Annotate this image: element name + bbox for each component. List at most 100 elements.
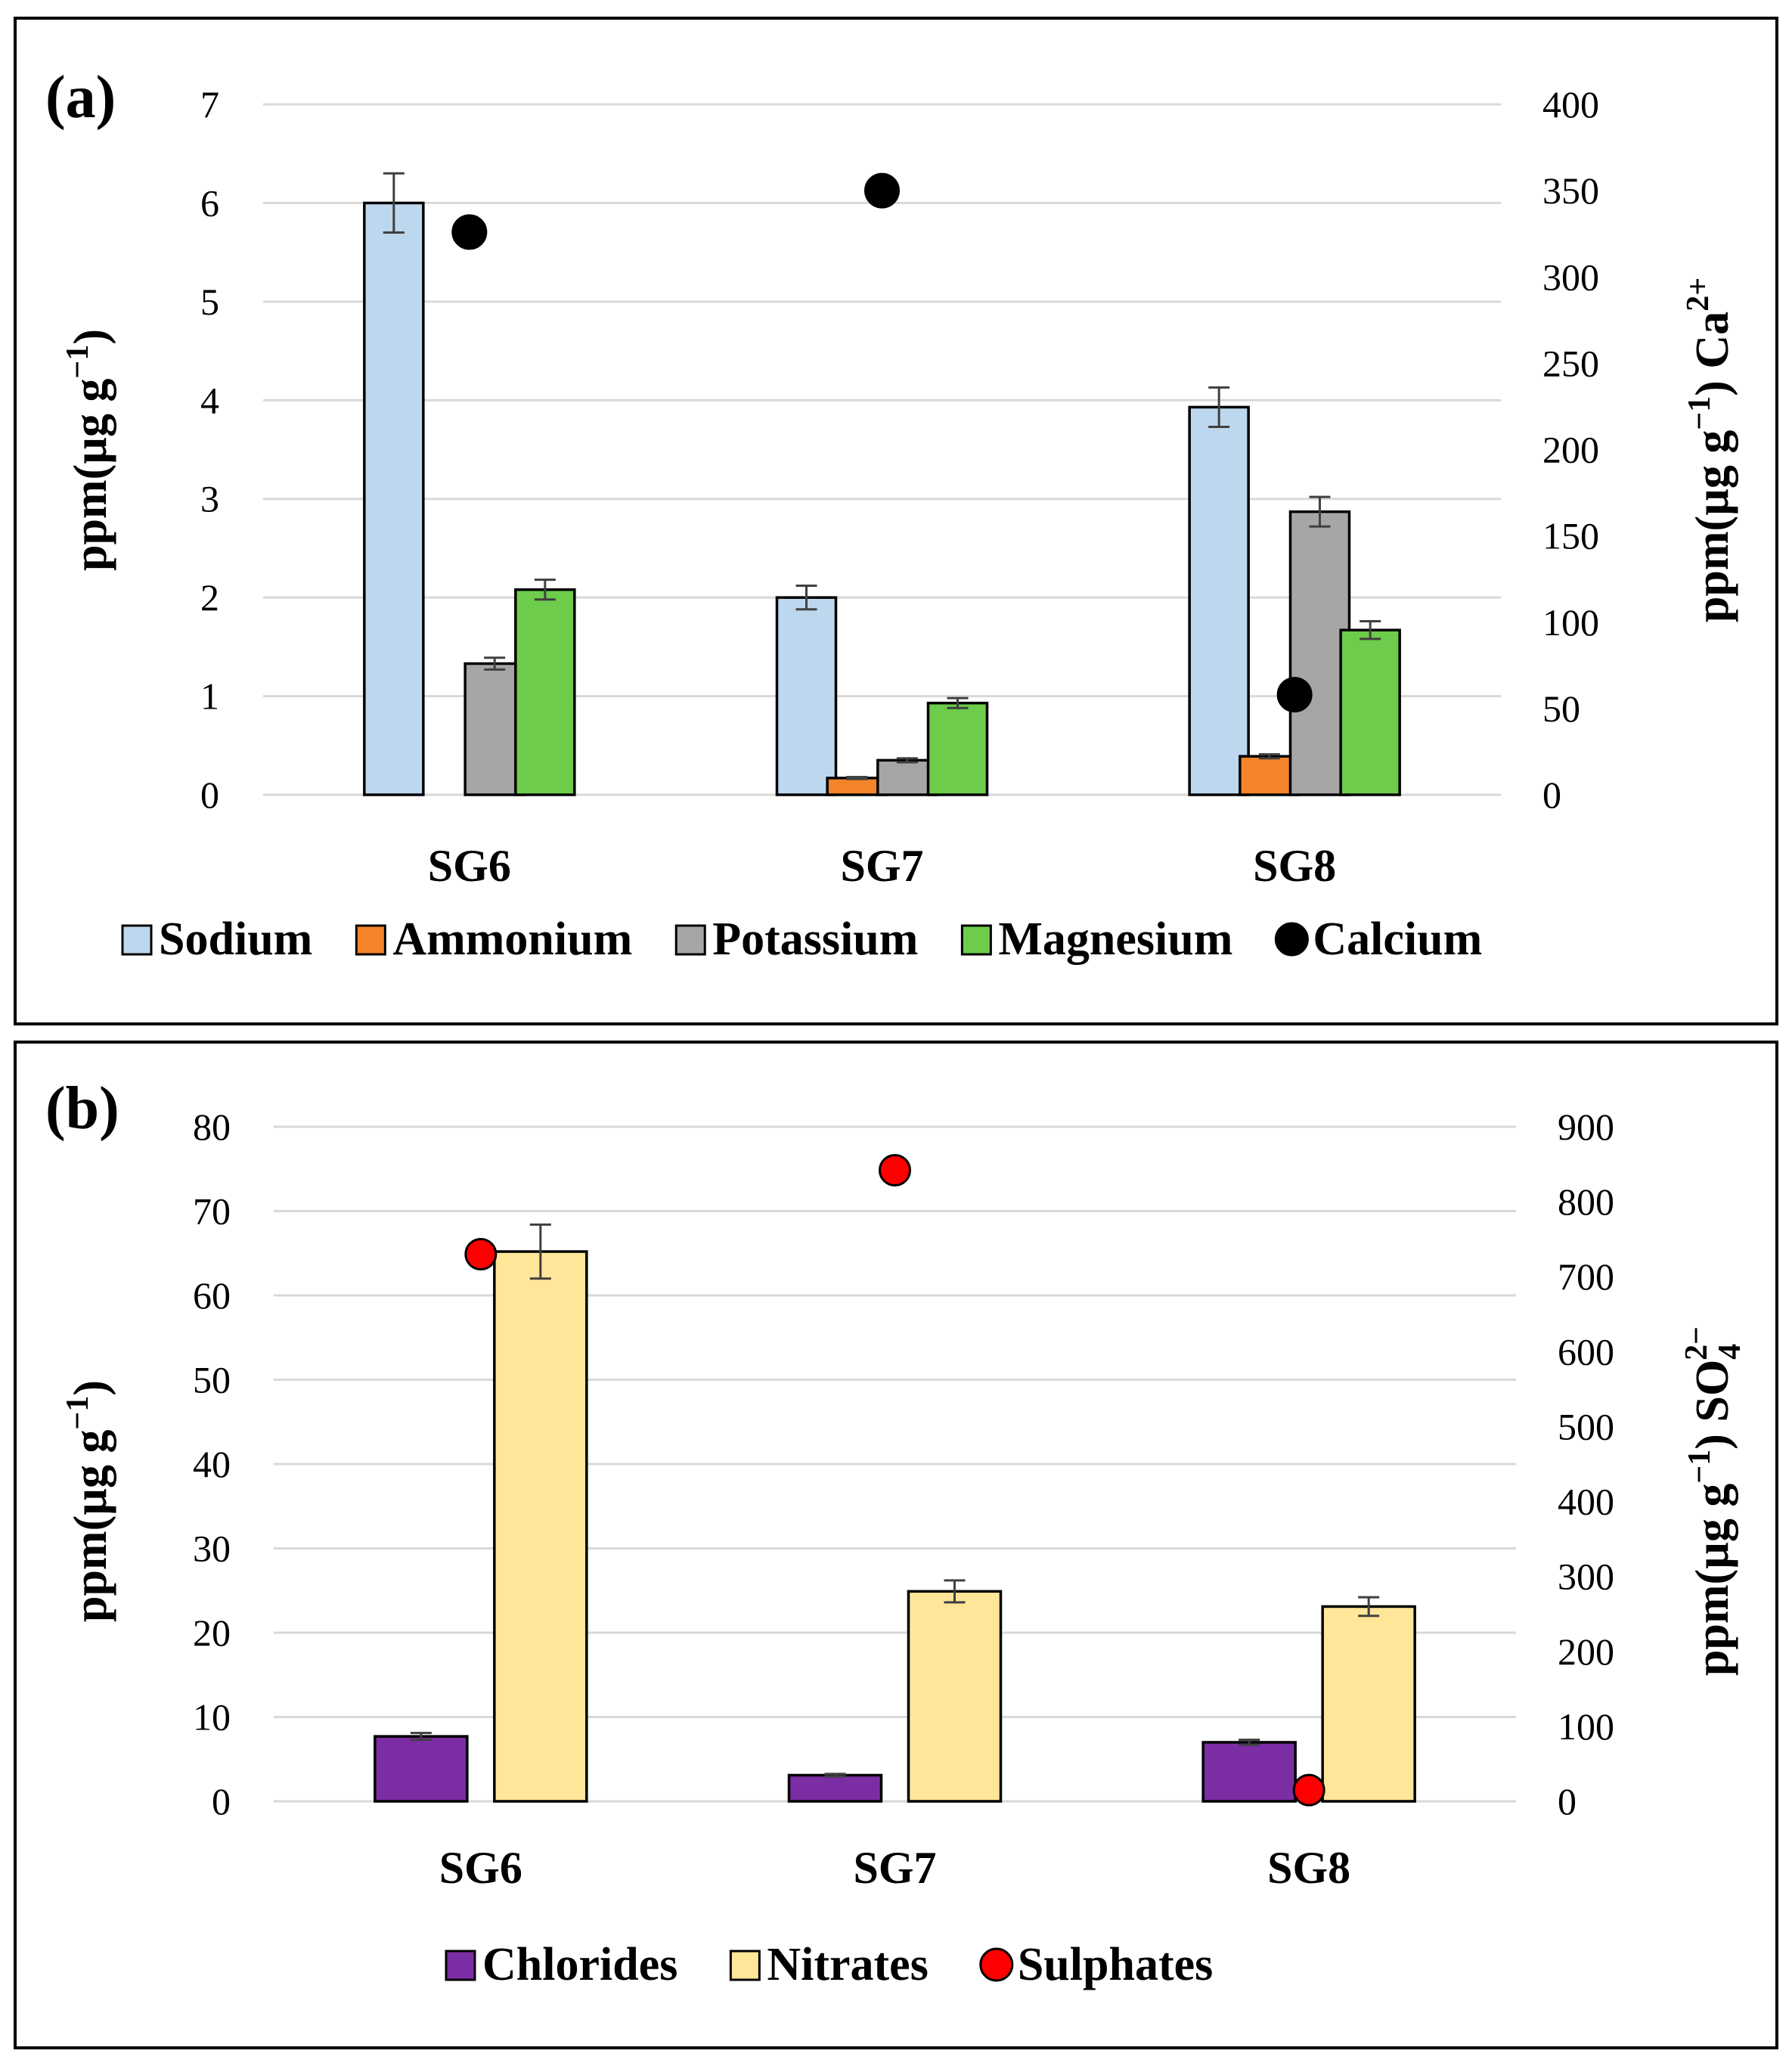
legend-swatch-potassium — [674, 924, 706, 956]
error-bar-chlorides-sg6 — [410, 1732, 432, 1742]
error-bar-chlorides-sg7 — [824, 1773, 846, 1778]
left-axis-tick-label: 0 — [212, 1780, 231, 1822]
legend-label-sodium: Sodium — [159, 914, 312, 965]
legend-swatch-sulphates — [979, 1947, 1014, 1982]
category-label: SG6 — [439, 1843, 522, 1893]
category-label: SG8 — [1267, 1843, 1350, 1893]
legend-swatch-magnesium — [960, 924, 992, 956]
panel-b-chart: 0102030405060708001002003004005006007008… — [45, 1075, 1747, 1990]
right-axis-tick-label: 500 — [1558, 1405, 1614, 1447]
legend-label-ammonium: Ammonium — [392, 914, 632, 965]
left-axis-tick-label: 80 — [193, 1106, 231, 1148]
left-axis-tick-label: 10 — [193, 1696, 231, 1739]
error-bar-magnesium-sg6 — [534, 579, 556, 601]
right-axis-tick-label: 350 — [1542, 169, 1599, 212]
error-bar-nitrates-sg7 — [944, 1579, 966, 1604]
left-axis-tick-label: 5 — [200, 281, 219, 323]
right-axis-tick-label: 250 — [1542, 342, 1599, 384]
panel-a-frame — [14, 17, 1778, 1025]
bar-chlorides-sg8 — [1201, 1741, 1297, 1803]
left-axis-tick-label: 60 — [193, 1274, 231, 1317]
right-axis-tick-label: 300 — [1542, 256, 1599, 298]
left-axis-tick-label: 1 — [200, 675, 219, 718]
right-axis-title-ion-superscript: 2+ — [1681, 278, 1716, 312]
right-axis-title: ppm(µg g−1) SO42− — [1679, 1326, 1747, 1676]
point-calcium-sg7 — [864, 172, 900, 209]
left-axis-title-close: ) — [65, 1380, 116, 1396]
right-axis-tick-label: 100 — [1542, 601, 1599, 644]
bar-sodium-sg6 — [363, 201, 425, 796]
left-axis-tick-label: 20 — [193, 1612, 231, 1654]
right-axis-tick-label: 700 — [1558, 1255, 1614, 1298]
panel-a-chart: 0 1 2 3 4 5 6 7 0 50 100 150 200 250 300 350 400 (a) ppm(µ… — [45, 64, 1738, 965]
point-sulphates-sg7 — [879, 1153, 911, 1187]
right-axis-tick-label: 50 — [1542, 687, 1580, 730]
right-axis-title-text: ppm(µg g — [1687, 1484, 1738, 1676]
legend-label-sulphates: Sulphates — [1018, 1939, 1213, 1990]
bar-magnesium-sg7 — [926, 701, 989, 796]
left-axis-tick-label: 2 — [200, 576, 219, 619]
category-label: SG6 — [428, 841, 511, 891]
left-axis-title: ppm(µg g−1) — [60, 329, 116, 571]
panel-label: (b) — [45, 1075, 119, 1142]
bar-sodium-sg8 — [1188, 405, 1250, 796]
legend-label-nitrates: Nitrates — [767, 1939, 928, 1990]
error-bar-magnesium-sg7 — [947, 696, 969, 709]
legend-label-potassium: Potassium — [712, 914, 918, 965]
right-axis-tick-label: 400 — [1558, 1481, 1614, 1523]
left-axis-tick-label: 40 — [193, 1443, 231, 1485]
left-axis-title-superscript: −1 — [60, 345, 95, 379]
left-axis-title-superscript: −1 — [60, 1396, 95, 1430]
point-sulphates-sg8 — [1292, 1773, 1325, 1807]
error-bar-chlorides-sg8 — [1239, 1739, 1260, 1746]
bar-nitrates-sg6 — [493, 1250, 588, 1803]
legend-swatch-nitrates — [729, 1950, 761, 1981]
point-calcium-sg8 — [1276, 677, 1313, 713]
right-axis-tick-label: 150 — [1542, 515, 1599, 557]
right-axis-title-ion: ) Ca — [1687, 312, 1738, 396]
error-bar-sodium-sg6 — [383, 172, 405, 234]
error-bar-ammonium-sg8 — [1258, 753, 1280, 760]
left-axis-title-text: ppm(µg g — [65, 1430, 116, 1622]
right-axis-tick-label: 900 — [1558, 1106, 1614, 1148]
legend-label-calcium: Calcium — [1313, 914, 1482, 965]
error-bar-nitrates-sg6 — [529, 1223, 551, 1280]
category-label: SG8 — [1253, 841, 1336, 891]
error-bar-potassium-sg7 — [896, 757, 918, 764]
bar-nitrates-sg7 — [907, 1590, 1003, 1803]
right-axis-title-ion: ) SO — [1687, 1360, 1738, 1450]
bar-magnesium-sg8 — [1339, 628, 1401, 796]
right-axis-title-ion-subscript: 4 — [1713, 1344, 1747, 1360]
bar-magnesium-sg6 — [514, 588, 576, 796]
legend-label-magnesium: Magnesium — [998, 914, 1232, 965]
right-axis-title-superscript: −1 — [1682, 396, 1717, 430]
category-label: SG7 — [853, 1843, 936, 1893]
legend: Chlorides Nitrates Sulphates — [445, 1939, 1213, 1990]
right-axis-title-text: ppm(µg g — [1687, 430, 1738, 622]
left-axis-tick-label: 4 — [200, 379, 219, 421]
right-axis-tick-label: 0 — [1542, 774, 1561, 816]
right-axis-tick-label: 600 — [1558, 1330, 1614, 1373]
left-axis-tick-label: 0 — [200, 774, 219, 816]
legend-swatch-sodium — [121, 924, 153, 956]
left-axis-title-text: ppm(µg g — [65, 379, 116, 571]
legend-swatch-chlorides — [445, 1950, 476, 1981]
left-axis-tick-label: 6 — [200, 181, 219, 224]
error-bar-magnesium-sg8 — [1360, 619, 1381, 641]
bar-nitrates-sg8 — [1321, 1605, 1416, 1803]
bar-sodium-sg7 — [775, 596, 838, 796]
left-axis-tick-label: 30 — [193, 1528, 231, 1570]
left-axis-tick-label: 50 — [193, 1359, 231, 1401]
point-calcium-sg6 — [451, 214, 488, 250]
right-axis-tick-label: 300 — [1558, 1556, 1614, 1598]
right-axis-title: ppm(µg g−1) Ca2+ — [1681, 278, 1738, 622]
error-bar-potassium-sg6 — [484, 656, 506, 671]
left-axis-title: ppm(µg g−1) — [60, 1380, 116, 1622]
left-axis-tick-label: 7 — [200, 83, 219, 126]
right-axis-title-ion-superscript: 2− — [1679, 1326, 1714, 1360]
left-axis-tick-label: 3 — [200, 478, 219, 520]
panel-label: (a) — [45, 64, 116, 131]
error-bar-sodium-sg7 — [795, 584, 817, 611]
bar-chlorides-sg6 — [374, 1735, 469, 1803]
